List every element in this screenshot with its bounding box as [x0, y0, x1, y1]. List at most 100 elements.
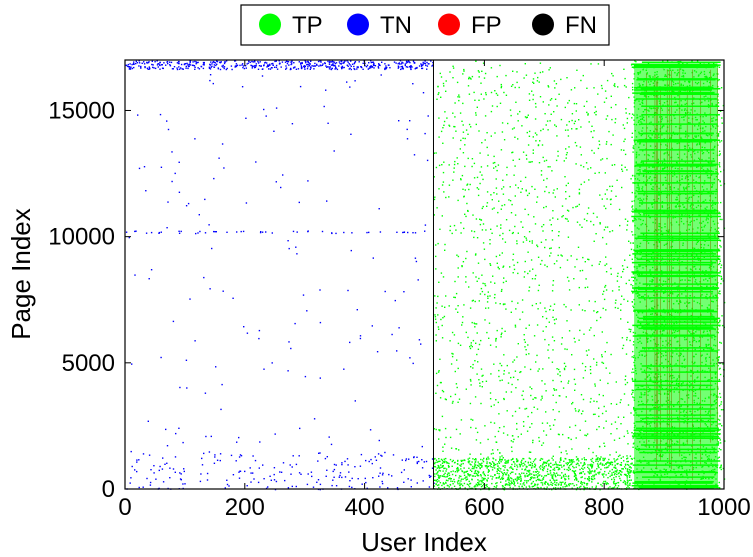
- point-tp: [476, 237, 479, 239]
- point-tp: [607, 466, 609, 468]
- point-tp: [481, 485, 484, 487]
- point-tn: [384, 67, 387, 69]
- point-tp: [564, 176, 566, 178]
- point-tn: [349, 480, 351, 482]
- point-tp: [452, 459, 454, 462]
- point-tp: [437, 461, 439, 463]
- point-tp: [553, 472, 555, 474]
- point-tp: [463, 474, 466, 476]
- point-tn: [339, 472, 342, 474]
- point-tp: [438, 188, 440, 190]
- point-tp: [485, 380, 488, 382]
- point-tp: [600, 483, 602, 486]
- point-tp: [583, 461, 586, 464]
- point-tp: [578, 286, 580, 289]
- point-tn: [416, 462, 418, 465]
- point-tn: [171, 151, 173, 153]
- point-tp: [498, 476, 500, 479]
- point-tp: [504, 303, 506, 305]
- point-tn: [341, 65, 344, 68]
- point-tn: [335, 464, 337, 466]
- point-tn: [131, 67, 133, 70]
- point-tp: [445, 461, 448, 463]
- point-tp: [513, 483, 515, 485]
- point-tn: [333, 61, 336, 63]
- point-tp: [482, 471, 485, 473]
- point-tn: [271, 232, 273, 234]
- point-tp: [513, 481, 516, 483]
- point-tn: [240, 230, 242, 233]
- point-tn: [287, 370, 289, 372]
- point-tp: [474, 463, 476, 465]
- point-tn: [214, 62, 217, 64]
- point-tp: [603, 405, 605, 408]
- point-tp: [446, 462, 449, 464]
- point-tn: [422, 480, 424, 482]
- point-tp: [621, 468, 623, 470]
- point-tp: [612, 481, 615, 483]
- point-tn: [179, 386, 181, 389]
- point-tp: [609, 463, 612, 466]
- point-tp: [719, 218, 721, 221]
- point-tp: [597, 482, 599, 484]
- point-tn: [226, 483, 229, 486]
- point-tn: [178, 66, 180, 68]
- point-tp: [438, 486, 440, 489]
- point-tp: [597, 460, 599, 463]
- point-tp: [572, 459, 574, 461]
- point-tp: [622, 456, 624, 458]
- point-tn: [378, 64, 380, 66]
- point-tp: [567, 469, 570, 472]
- point-tp: [601, 412, 604, 415]
- point-tp: [510, 459, 513, 461]
- point-tp: [453, 125, 455, 128]
- point-tp: [532, 471, 535, 473]
- point-tp: [550, 474, 552, 476]
- point-tp: [444, 472, 446, 474]
- point-tn: [331, 64, 333, 66]
- point-tn: [250, 472, 252, 474]
- point-tp: [462, 459, 464, 462]
- point-tn: [260, 231, 262, 233]
- point-tp: [502, 473, 505, 475]
- point-tp: [632, 470, 635, 472]
- point-tp: [499, 470, 501, 472]
- point-tn: [378, 63, 380, 65]
- point-tn: [381, 455, 383, 457]
- point-tp: [631, 206, 633, 208]
- point-tp: [534, 223, 537, 225]
- point-tp: [439, 467, 441, 469]
- point-tp: [464, 477, 466, 479]
- point-tn: [350, 249, 352, 252]
- point-tp: [578, 486, 581, 488]
- point-tp: [516, 422, 518, 425]
- point-tp: [471, 470, 473, 473]
- point-tp: [615, 381, 617, 383]
- point-tp: [487, 471, 489, 473]
- point-tn: [236, 64, 239, 66]
- point-tp: [598, 466, 600, 469]
- point-tn: [333, 476, 335, 478]
- point-tp: [435, 469, 437, 471]
- point-tp: [623, 127, 626, 130]
- point-tn: [335, 66, 337, 68]
- point-tp: [498, 461, 500, 463]
- point-tp: [448, 486, 450, 488]
- point-tp: [474, 472, 476, 474]
- point-tp: [632, 220, 634, 223]
- point-tn: [279, 62, 281, 65]
- point-tn: [176, 67, 178, 69]
- point-tp: [436, 467, 438, 469]
- point-tn: [259, 441, 261, 443]
- point-tn: [343, 368, 345, 370]
- point-tn: [257, 481, 260, 484]
- point-tn: [409, 66, 412, 69]
- point-tn: [131, 63, 133, 66]
- point-tp: [483, 478, 485, 480]
- point-tp: [530, 473, 533, 475]
- point-tp: [565, 450, 567, 452]
- point-tn: [238, 456, 241, 458]
- point-tn: [148, 454, 151, 456]
- point-tp: [478, 130, 480, 132]
